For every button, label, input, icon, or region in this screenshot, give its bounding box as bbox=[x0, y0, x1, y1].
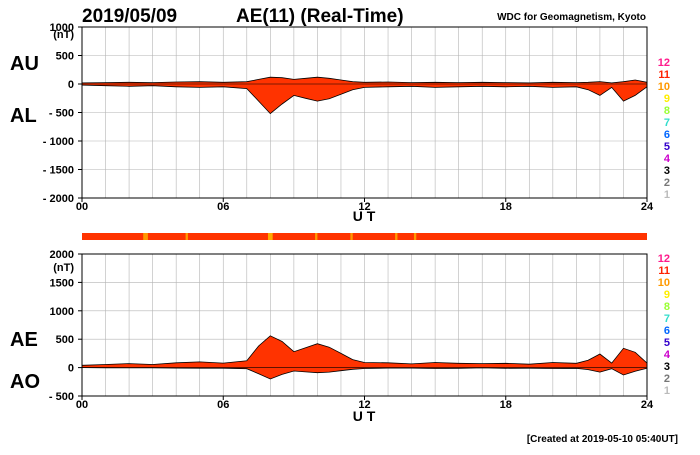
station-count-label: 9 bbox=[664, 289, 670, 301]
station-count-label: 4 bbox=[664, 153, 671, 165]
station-count-label: 11 bbox=[658, 69, 670, 81]
series-line-ae bbox=[81, 335, 648, 366]
station-count-label: 2 bbox=[664, 177, 670, 189]
upper-panel-series bbox=[81, 76, 648, 115]
y-tick-label: - 2000 bbox=[43, 193, 74, 205]
y-tick-label: 500 bbox=[56, 334, 74, 346]
station-count-label: 10 bbox=[658, 277, 670, 289]
station-count-label: 11 bbox=[658, 265, 670, 277]
station-count-label: 8 bbox=[664, 105, 670, 117]
ao-label: AO bbox=[10, 371, 40, 393]
lower-panel-series bbox=[81, 335, 648, 380]
station-count-label: 2 bbox=[664, 373, 670, 385]
y-tick-label: 2000 bbox=[50, 249, 74, 261]
date-label: 2019/05/09 bbox=[82, 6, 177, 27]
source-label: WDC for Geomagnetism, Kyoto bbox=[497, 12, 646, 23]
upper-unit-label: (nT) bbox=[53, 29, 74, 41]
station-band-segment bbox=[395, 233, 398, 240]
x-tick-label: 00 bbox=[76, 201, 88, 213]
station-count-label: 9 bbox=[664, 93, 670, 105]
station-band-segment bbox=[185, 233, 188, 240]
station-band-segment bbox=[267, 233, 273, 240]
station-count-label: 7 bbox=[664, 117, 670, 129]
station-count-label: 12 bbox=[658, 253, 670, 265]
station-count-label: 3 bbox=[664, 165, 670, 177]
x-tick-label: 18 bbox=[500, 201, 512, 213]
lower-unit-label: (nT) bbox=[53, 262, 74, 274]
index-range-fill bbox=[82, 77, 647, 114]
created-timestamp: [Created at 2019-05-10 05:40UT] bbox=[527, 434, 678, 445]
x-tick-label: 24 bbox=[641, 399, 654, 411]
y-tick-label: - 1000 bbox=[43, 136, 74, 148]
station-band-segment bbox=[315, 233, 318, 240]
station-count-label: 3 bbox=[664, 361, 670, 373]
series-line-al bbox=[81, 84, 648, 115]
upper-x-axis-title: U T bbox=[353, 208, 376, 224]
station-band-segment bbox=[143, 233, 148, 240]
chart-title: AE(11) (Real-Time) bbox=[236, 6, 404, 27]
series-line-au bbox=[81, 76, 648, 84]
x-tick-label: 00 bbox=[76, 399, 88, 411]
x-tick-label: 24 bbox=[641, 201, 654, 213]
y-tick-label: 1000 bbox=[50, 22, 74, 34]
au-label: AU bbox=[10, 53, 39, 75]
station-count-label: 10 bbox=[658, 81, 670, 93]
station-count-label: 5 bbox=[664, 337, 670, 349]
station-count-label: 1 bbox=[664, 189, 670, 201]
station-band-segment bbox=[350, 233, 353, 240]
station-band-segment bbox=[413, 233, 417, 240]
y-tick-label: 0 bbox=[68, 363, 74, 375]
x-tick-label: 06 bbox=[217, 399, 229, 411]
x-tick-label: 12 bbox=[358, 201, 370, 213]
series-line-ao bbox=[81, 367, 648, 380]
x-tick-label: 06 bbox=[217, 201, 229, 213]
x-tick-label: 12 bbox=[358, 399, 370, 411]
lower-x-axis-title: U T bbox=[353, 408, 376, 424]
station-band-bar bbox=[82, 233, 647, 240]
station-count-label: 6 bbox=[664, 325, 670, 337]
station-count-label: 5 bbox=[664, 141, 670, 153]
y-tick-label: - 500 bbox=[49, 108, 74, 120]
station-count-label: 6 bbox=[664, 129, 670, 141]
lower-panel-grid bbox=[82, 254, 647, 396]
al-label: AL bbox=[10, 105, 37, 127]
station-count-label: 1 bbox=[664, 385, 670, 397]
y-tick-label: 1000 bbox=[50, 306, 74, 318]
station-count-band bbox=[82, 233, 647, 240]
x-tick-label: 18 bbox=[500, 399, 512, 411]
ae-label: AE bbox=[10, 329, 38, 351]
y-tick-label: - 500 bbox=[49, 391, 74, 403]
station-count-label: 12 bbox=[658, 57, 670, 69]
station-count-label: 8 bbox=[664, 301, 670, 313]
y-tick-label: 0 bbox=[68, 79, 74, 91]
y-tick-label: - 1500 bbox=[43, 165, 74, 177]
station-count-label: 4 bbox=[664, 349, 671, 361]
y-tick-label: 500 bbox=[56, 51, 74, 63]
station-count-label: 7 bbox=[664, 313, 670, 325]
y-tick-label: 1500 bbox=[50, 277, 74, 289]
